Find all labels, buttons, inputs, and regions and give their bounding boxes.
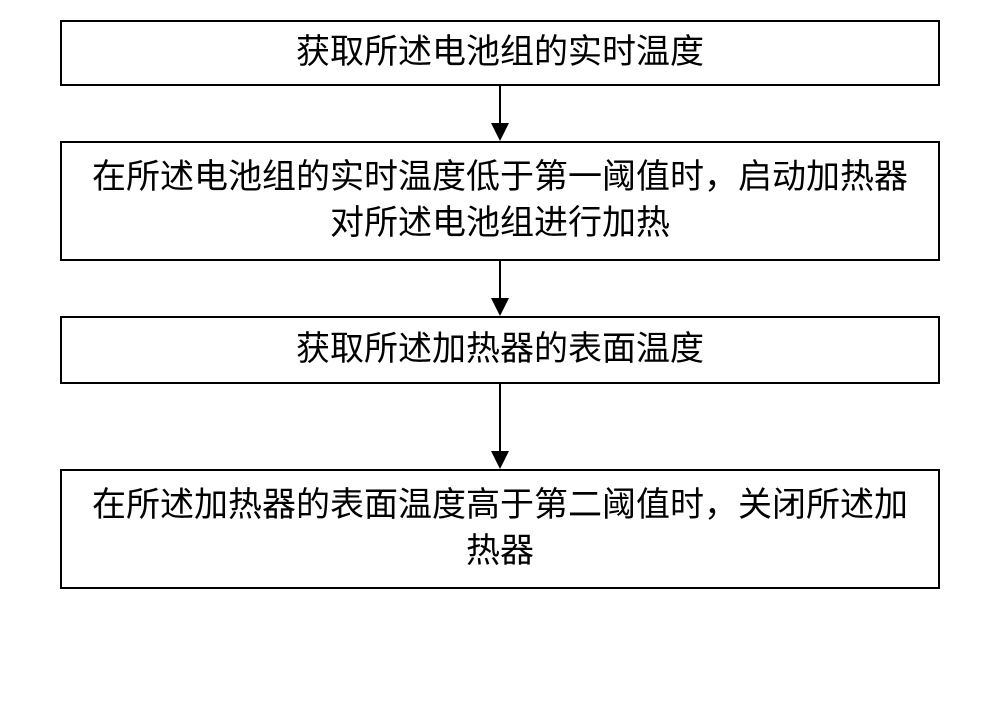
flow-step-1: 获取所述电池组的实时温度 [60, 20, 940, 86]
flow-step-3-label: 获取所述加热器的表面温度 [296, 327, 704, 373]
flow-step-3: 获取所述加热器的表面温度 [60, 316, 940, 384]
flow-step-1-label: 获取所述电池组的实时温度 [296, 30, 704, 76]
flow-step-2: 在所述电池组的实时温度低于第一阈值时，启动加热器对所述电池组进行加热 [60, 141, 940, 261]
flow-arrow-3 [50, 384, 950, 469]
flow-step-2-label: 在所述电池组的实时温度低于第一阈值时，启动加热器对所述电池组进行加热 [82, 155, 918, 247]
arrow-icon [491, 261, 509, 316]
flowchart-container: 获取所述电池组的实时温度 在所述电池组的实时温度低于第一阈值时，启动加热器对所述… [50, 20, 950, 589]
arrow-icon [491, 86, 509, 141]
flow-arrow-1 [50, 86, 950, 141]
arrow-icon [491, 384, 509, 469]
flow-step-4-label: 在所述加热器的表面温度高于第二阈值时，关闭所述加热器 [82, 483, 918, 575]
flow-step-4: 在所述加热器的表面温度高于第二阈值时，关闭所述加热器 [60, 469, 940, 589]
flow-arrow-2 [50, 261, 950, 316]
